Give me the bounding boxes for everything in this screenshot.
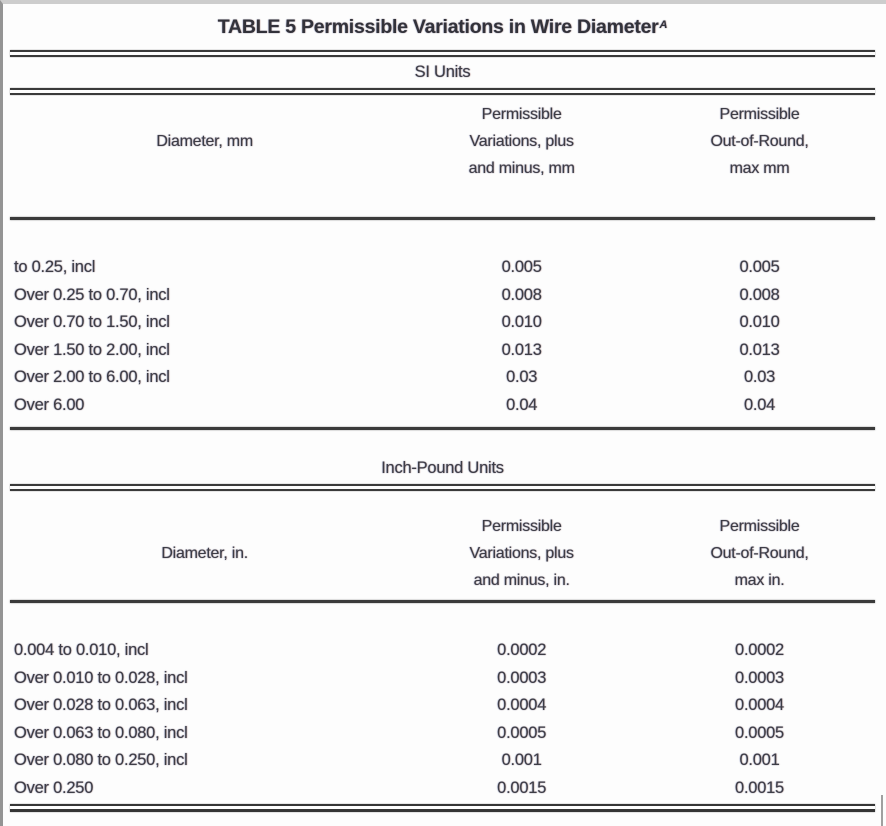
horizontal-rule [10, 600, 875, 603]
variation-cell: 0.03 [506, 368, 538, 386]
variation-cell: 0.0015 [497, 778, 547, 797]
table-title-text: TABLE 5 Permissible Variations in Wire D… [217, 15, 659, 38]
table-row: Over 0.010 to 0.028, incl 0.0003 0.0003 [10, 665, 875, 693]
variation-cell: 0.0003 [497, 668, 547, 687]
horizontal-rule [10, 88, 875, 95]
table-row: Over 0.080 to 0.250, incl 0.001 0.001 [10, 747, 875, 775]
inch-pound-section: Inch-Pound Units [10, 453, 875, 484]
table-5-wire-diameter: TABLE 5 Permissible Variations in Wire D… [10, 4, 875, 812]
variation-cell: 0.0002 [497, 641, 547, 659]
diameter-cell: 0.004 to 0.010, incl [14, 641, 149, 659]
table-row: to 0.25, incl 0.005 0.005 [10, 254, 875, 282]
diameter-cell: Over 0.063 to 0.080, incl [14, 723, 188, 742]
col-header-permissible-variations-mm: Permissible Variations, plus and minus, … [468, 106, 575, 177]
table-row: Over 0.250 0.0015 0.0015 [10, 775, 875, 803]
col-header-out-of-round-in: Permissible Out-of-Round, max in. [710, 518, 809, 589]
table-title: TABLE 5 Permissible Variations in Wire D… [10, 4, 875, 50]
table-row: Over 1.50 to 2.00, incl 0.013 0.013 [10, 337, 875, 365]
table-row: Over 0.70 to 1.50, incl 0.010 0.010 [10, 309, 875, 337]
col-header-diameter-mm: Diameter, mm [156, 133, 253, 150]
table-row: Over 0.028 to 0.063, incl 0.0004 0.0004 [10, 692, 875, 720]
diameter-cell: Over 0.70 to 1.50, incl [14, 313, 170, 331]
out-of-round-cell: 0.0002 [735, 641, 784, 659]
out-of-round-cell: 0.013 [739, 340, 780, 359]
diameter-cell: Over 2.00 to 6.00, incl [14, 368, 170, 386]
horizontal-rule [10, 484, 875, 491]
diameter-cell: Over 0.25 to 0.70, incl [14, 285, 170, 304]
variation-cell: 0.04 [506, 395, 538, 414]
table-row: Over 6.00 0.04 0.04 [10, 392, 875, 420]
col-header-diameter-in: Diameter, in. [161, 545, 248, 562]
col-header-permissible-variations-in: Permissible Variations, plus and minus, … [469, 518, 574, 589]
variation-cell: 0.005 [501, 258, 542, 276]
ip-table-body: 0.004 to 0.010, incl 0.0002 0.0002 Over 0.0… [10, 603, 875, 804]
horizontal-rule [10, 217, 875, 220]
out-of-round-cell: 0.001 [739, 751, 780, 769]
horizontal-rule [10, 50, 875, 57]
variation-cell: 0.013 [501, 340, 542, 359]
table-row: Over 0.063 to 0.080, incl 0.0005 0.0005 [10, 720, 875, 748]
diameter-cell: Over 0.250 [14, 778, 94, 797]
diameter-cell: Over 1.50 to 2.00, incl [14, 340, 170, 359]
out-of-round-cell: 0.0004 [735, 696, 784, 714]
ip-column-headers: Diameter, in. Permissible Variations, pl… [10, 491, 875, 600]
out-of-round-cell: 0.0003 [735, 668, 784, 687]
out-of-round-cell: 0.0015 [735, 778, 784, 797]
section-label-inch-pound-units: Inch-Pound Units [381, 459, 504, 477]
variation-cell: 0.001 [501, 751, 542, 769]
diameter-cell: Over 0.080 to 0.250, incl [14, 751, 188, 769]
variation-cell: 0.008 [501, 285, 542, 304]
diameter-cell: to 0.25, incl [14, 258, 96, 276]
section-label-si-units: SI Units [414, 63, 471, 81]
out-of-round-cell: 0.005 [739, 258, 780, 276]
page-edge-artifact-line [881, 795, 883, 826]
variation-cell: 0.0004 [497, 696, 547, 714]
out-of-round-cell: 0.03 [743, 368, 776, 386]
out-of-round-cell: 0.04 [743, 395, 776, 414]
variation-cell: 0.010 [501, 313, 542, 331]
si-table-body: to 0.25, incl 0.005 0.005 Over 0.25 to 0.70… [10, 220, 875, 427]
out-of-round-cell: 0.010 [739, 313, 780, 331]
diameter-cell: Over 0.028 to 0.063, incl [14, 696, 188, 714]
diameter-cell: Over 0.010 to 0.028, incl [14, 668, 188, 687]
horizontal-rule [10, 427, 875, 430]
si-column-headers: Diameter, mm Permissible Variations, plu… [10, 95, 875, 217]
table-row: 0.004 to 0.010, incl 0.0002 0.0002 [10, 637, 875, 665]
table-title-footnote-marker: A [659, 19, 668, 31]
out-of-round-cell: 0.008 [739, 285, 780, 304]
diameter-cell: Over 6.00 [14, 395, 85, 414]
table-row: Over 2.00 to 6.00, incl 0.03 0.03 [10, 364, 875, 392]
out-of-round-cell: 0.0005 [735, 723, 784, 742]
table-row: Over 0.25 to 0.70, incl 0.008 0.008 [10, 282, 875, 310]
table-bottom-rule [10, 804, 875, 812]
variation-cell: 0.0005 [497, 723, 547, 742]
section-spacer [10, 430, 875, 450]
col-header-out-of-round-mm: Permissible Out-of-Round, max mm [710, 106, 809, 177]
